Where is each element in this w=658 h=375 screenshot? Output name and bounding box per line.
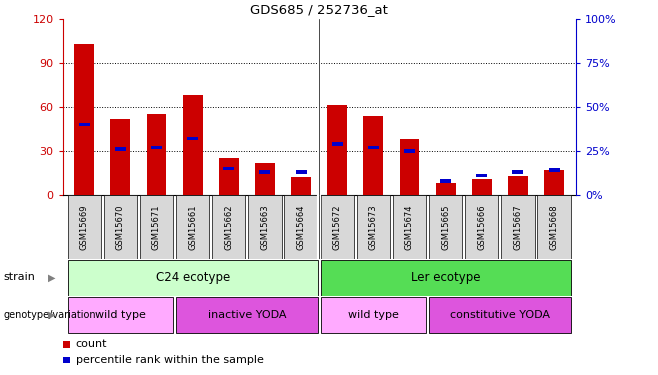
Text: GSM15665: GSM15665 [441, 204, 450, 250]
Text: GSM15671: GSM15671 [152, 204, 161, 250]
Bar [465, 195, 498, 259]
Text: GSM15662: GSM15662 [224, 204, 234, 250]
Bar [440, 179, 451, 183]
Bar [111, 118, 130, 195]
Text: GSM15674: GSM15674 [405, 204, 414, 250]
Bar [476, 174, 487, 177]
Text: GSM15667: GSM15667 [513, 204, 522, 250]
Bar [513, 170, 523, 174]
Bar [357, 195, 390, 259]
Bar [68, 260, 318, 296]
Text: wild type: wild type [348, 310, 399, 320]
Bar [183, 95, 203, 195]
Text: constitutive YODA: constitutive YODA [450, 310, 550, 320]
Bar [259, 170, 270, 174]
Text: strain: strain [3, 273, 35, 282]
Bar [501, 195, 534, 259]
Bar [68, 195, 101, 259]
Bar [508, 176, 528, 195]
Bar [472, 179, 492, 195]
Text: GSM15670: GSM15670 [116, 204, 125, 250]
Text: C24 ecotype: C24 ecotype [155, 271, 230, 284]
Bar [115, 147, 126, 151]
Bar [74, 44, 94, 195]
Bar [429, 297, 570, 333]
Bar [393, 195, 426, 259]
Text: GSM15668: GSM15668 [549, 204, 559, 250]
Text: GSM15661: GSM15661 [188, 204, 197, 250]
Text: GSM15663: GSM15663 [261, 204, 269, 250]
Title: GDS685 / 252736_at: GDS685 / 252736_at [250, 3, 388, 16]
Text: inactive YODA: inactive YODA [207, 310, 286, 320]
Bar [549, 168, 559, 172]
Bar [68, 297, 173, 333]
Bar [151, 146, 162, 149]
Bar [219, 158, 239, 195]
Text: wild type: wild type [95, 310, 146, 320]
Bar [187, 137, 198, 140]
Bar [320, 195, 354, 259]
Bar [79, 123, 89, 126]
Bar [404, 149, 415, 153]
Text: ▶: ▶ [48, 273, 55, 282]
Bar [255, 163, 275, 195]
Bar [327, 105, 347, 195]
Bar [147, 114, 166, 195]
Bar [104, 195, 137, 259]
Text: GSM15666: GSM15666 [477, 204, 486, 250]
Bar [544, 170, 564, 195]
Text: GSM15673: GSM15673 [369, 204, 378, 250]
Bar [320, 260, 570, 296]
Bar [284, 195, 318, 259]
Bar [332, 142, 343, 146]
Bar [368, 146, 379, 149]
Bar [295, 170, 307, 174]
Text: GSM15664: GSM15664 [297, 204, 305, 250]
Text: percentile rank within the sample: percentile rank within the sample [76, 355, 264, 365]
Text: Ler ecotype: Ler ecotype [411, 271, 480, 284]
Bar [429, 195, 463, 259]
Bar [320, 297, 426, 333]
Bar [363, 116, 383, 195]
Bar [176, 297, 318, 333]
Bar [436, 183, 455, 195]
Text: ▶: ▶ [48, 310, 55, 320]
Bar [140, 195, 173, 259]
Bar [176, 195, 209, 259]
Bar [291, 177, 311, 195]
Bar [223, 167, 234, 170]
Bar [248, 195, 282, 259]
Text: GSM15672: GSM15672 [333, 204, 342, 250]
Text: count: count [76, 339, 107, 349]
Bar [399, 139, 419, 195]
Text: genotype/variation: genotype/variation [3, 310, 96, 320]
Text: GSM15669: GSM15669 [80, 204, 89, 250]
Bar [538, 195, 570, 259]
Bar [212, 195, 245, 259]
